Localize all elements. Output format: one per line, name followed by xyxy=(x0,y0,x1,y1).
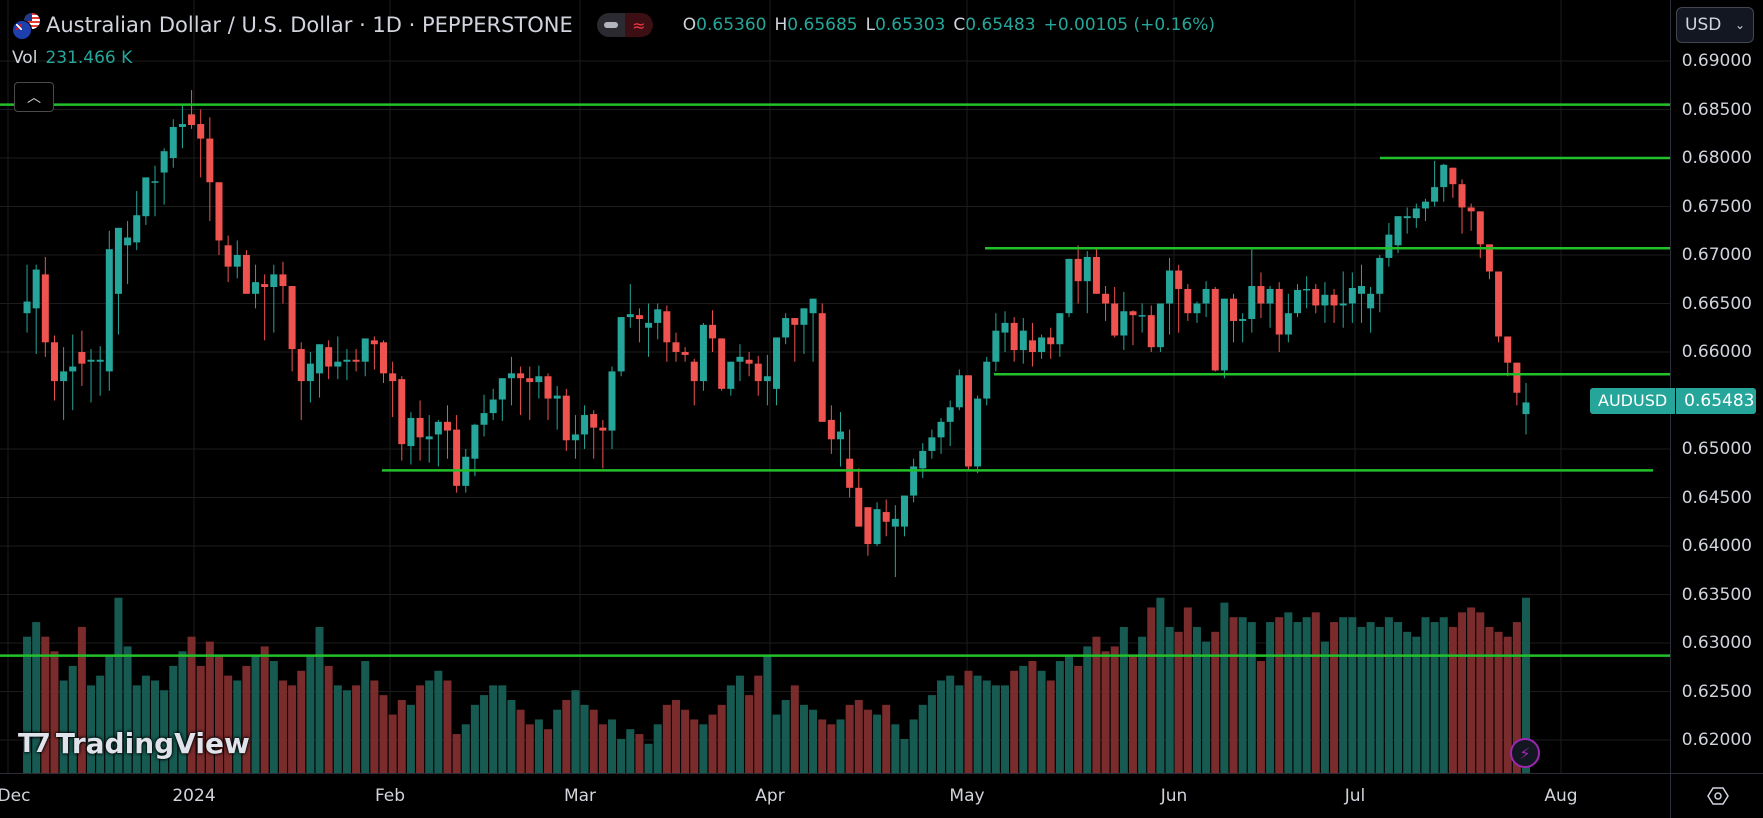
price-axis[interactable]: 0.69000 0.68500 0.68000 0.67500 0.67000 0.665… xyxy=(1670,0,1763,773)
chevron-down-icon: ⌄ xyxy=(1734,18,1745,32)
last-price: 0.65483 xyxy=(1675,388,1757,414)
close-value: 0.65483 xyxy=(965,15,1036,35)
tradingview-logo[interactable]: T7 TradingView xyxy=(18,727,250,760)
time-tick: May xyxy=(949,786,985,806)
chart-mode-toggle[interactable]: ≈ xyxy=(596,13,653,37)
chart-settings-button[interactable] xyxy=(1670,773,1763,818)
aud-usd-flag-icon xyxy=(12,11,42,40)
settings-hexagon-icon xyxy=(1706,787,1729,805)
price-tick: 0.69000 xyxy=(1681,51,1752,71)
high-value: 0.65685 xyxy=(787,15,858,35)
time-tick: 2024 xyxy=(172,786,216,806)
volume-legend: Vol 231.466 K xyxy=(12,48,132,68)
price-tick: 0.68000 xyxy=(1681,148,1752,168)
symbol-title[interactable]: Australian Dollar / U.S. Dollar · 1D · P… xyxy=(46,13,573,37)
horizontal-support-resistance-lines[interactable] xyxy=(0,103,1670,657)
tradingview-mark-icon: T7 xyxy=(18,728,51,759)
time-axis[interactable]: Dec 2024 Feb Mar Apr May Jun Jul Aug xyxy=(0,773,1670,818)
price-tick: 0.67000 xyxy=(1681,245,1752,265)
volume-bars xyxy=(23,597,1530,773)
collapse-legend-button[interactable]: ︿ xyxy=(14,82,54,112)
time-tick: Apr xyxy=(755,786,785,806)
price-tick: 0.67500 xyxy=(1681,196,1752,217)
price-chart-canvas[interactable] xyxy=(0,0,1670,773)
currency-value: USD xyxy=(1685,15,1722,35)
currency-select[interactable]: USD ⌄ xyxy=(1676,7,1754,43)
lightning-icon[interactable]: ⚡ xyxy=(1510,738,1540,768)
time-tick: Dec xyxy=(0,786,31,806)
volume-value: 231.466 K xyxy=(45,48,133,68)
chevron-up-icon: ︿ xyxy=(27,90,41,106)
last-price-label: AUDUSD 0.65483 xyxy=(1590,388,1757,414)
price-tick: 0.68500 xyxy=(1681,99,1752,120)
price-tick: 0.62500 xyxy=(1681,681,1752,702)
volume-label: Vol xyxy=(12,48,38,68)
time-tick: Mar xyxy=(563,786,597,806)
open-value: 0.65360 xyxy=(696,15,767,35)
last-symbol: AUDUSD xyxy=(1590,388,1676,414)
price-tick: 0.62000 xyxy=(1681,730,1752,750)
price-tick: 0.66000 xyxy=(1681,342,1752,362)
candlesticks xyxy=(23,90,1530,578)
time-tick: Jun xyxy=(1160,786,1188,806)
time-tick: Feb xyxy=(374,786,406,806)
hide-icon[interactable] xyxy=(596,13,625,37)
low-value: 0.65303 xyxy=(875,15,946,35)
ohlc-values: O0.65360 H0.65685 L0.65303 C0.65483 +0.0… xyxy=(682,15,1216,35)
price-tick: 0.63500 xyxy=(1681,584,1752,605)
change-value: +0.00105 (+0.16%) xyxy=(1043,15,1216,35)
time-tick: Jul xyxy=(1344,786,1366,806)
price-tick: 0.66500 xyxy=(1681,293,1752,314)
price-tick: 0.64500 xyxy=(1681,487,1752,508)
chart-legend: Australian Dollar / U.S. Dollar · 1D · P… xyxy=(12,10,1215,40)
price-tick: 0.65000 xyxy=(1681,439,1752,459)
price-tick: 0.63000 xyxy=(1681,633,1752,653)
time-tick: Aug xyxy=(1544,786,1578,806)
price-tick: 0.64000 xyxy=(1681,536,1752,556)
replay-wave-icon[interactable]: ≈ xyxy=(624,13,653,37)
